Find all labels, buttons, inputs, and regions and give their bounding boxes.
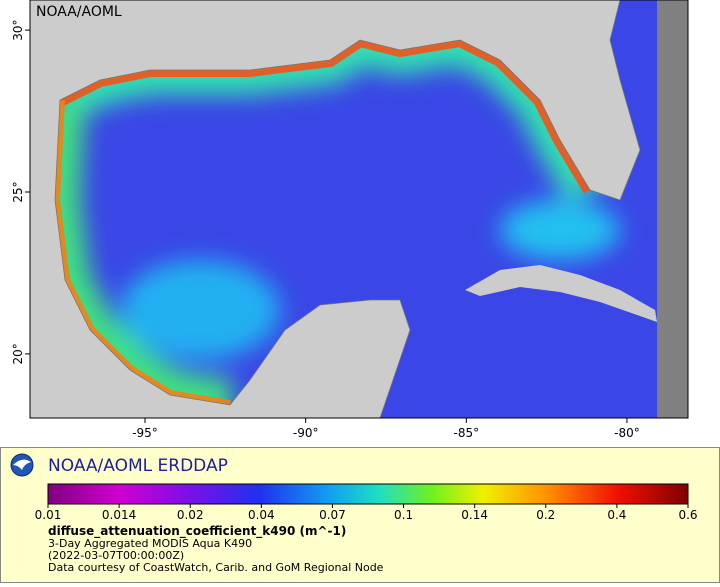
- logo-bird: [13, 459, 31, 470]
- colorbar-tick-label: 0.6: [678, 508, 697, 522]
- colorbar: [47, 483, 689, 505]
- legend-title: NOAA/AOML ERDDAP: [48, 456, 228, 476]
- y-tick-label: 20°: [11, 343, 25, 364]
- y-tick-label: 25°: [11, 181, 25, 202]
- variable-name: diffuse_attenuation_coefficient_k490 (m^…: [48, 524, 346, 539]
- colorbar-tick-label: 0.01: [35, 508, 62, 522]
- x-tick-label: -85°: [454, 426, 480, 440]
- colorbar-tick-label: 0.02: [177, 508, 204, 522]
- map-frame: [29, 0, 689, 419]
- cuba: [465, 265, 657, 322]
- x-tick-label: -80°: [614, 426, 640, 440]
- legend-line: Data courtesy of CoastWatch, Carib. and …: [48, 561, 384, 574]
- legend-line: (2022-03-07T00:00:00Z): [48, 549, 184, 562]
- land: [30, 0, 640, 418]
- colorbar-tick-label: 0.014: [102, 508, 136, 522]
- x-tick-label: -95°: [132, 426, 158, 440]
- colorbar-tick-label: 0.4: [607, 508, 626, 522]
- colorbar-tick-label: 0.1: [394, 508, 413, 522]
- colorbar-tick-label: 0.2: [536, 508, 555, 522]
- colorbar-tick-label: 0.04: [248, 508, 275, 522]
- no-data: [657, 0, 688, 418]
- y-tick-label: 30°: [11, 19, 25, 40]
- x-tick-label: -90°: [293, 426, 319, 440]
- watermark: NOAA/AOML: [36, 4, 122, 20]
- map-area: [30, 0, 688, 418]
- colorbar-tick-label: 0.14: [461, 508, 488, 522]
- colorbar-tick-label: 0.07: [319, 508, 346, 522]
- legend-line: 3-Day Aggregated MODIS Aqua K490: [48, 537, 252, 550]
- legend-panel: [0, 447, 720, 583]
